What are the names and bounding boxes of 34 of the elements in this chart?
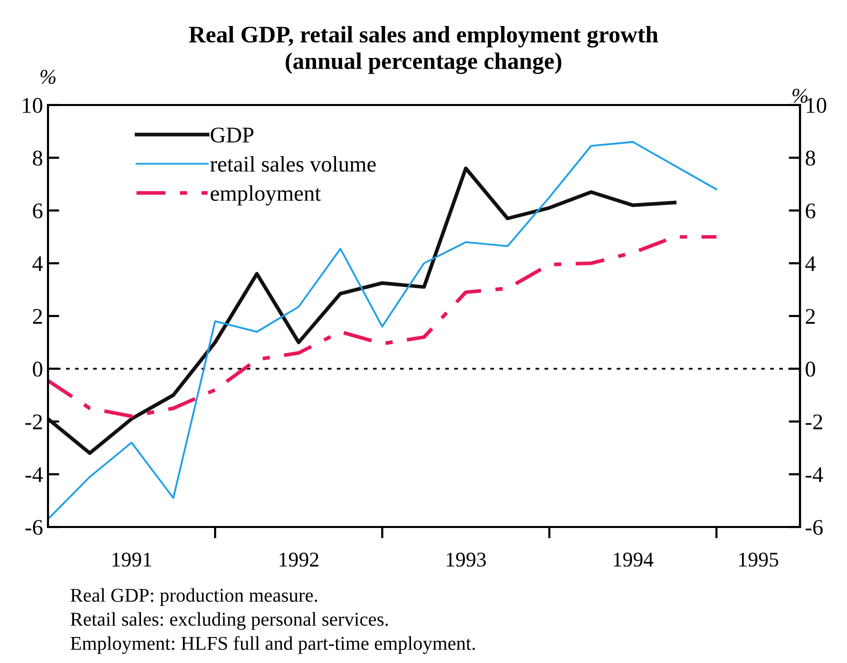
text: Real GDP: production measure. bbox=[70, 588, 318, 606]
y2-tick-label: 8 bbox=[806, 150, 816, 166]
y-tick-label: 4 bbox=[32, 256, 43, 271]
y-tick-label: 6 bbox=[32, 203, 42, 218]
y2-tick-label: 10 bbox=[806, 98, 826, 113]
text: Employment: HLFS full and part-time employment. bbox=[70, 636, 475, 654]
y-tick-label: 8 bbox=[32, 150, 42, 166]
y2-tick-label: 4 bbox=[805, 256, 816, 271]
legend-label: retail sales volume bbox=[210, 156, 376, 172]
x-tick-label: 1992 bbox=[280, 552, 318, 567]
y2-axis-title: % bbox=[792, 88, 808, 103]
chart-title: Real GDP, retail sales and employment growth (annual percentage change) bbox=[188, 26, 658, 74]
x-tick-label: 1993 bbox=[446, 552, 486, 567]
y-tick-label: 10 bbox=[22, 98, 42, 113]
line-series bbox=[48, 141, 718, 520]
y2-tick-label: -2 bbox=[806, 414, 822, 430]
y2-tick-label: 2 bbox=[806, 308, 815, 324]
line-series bbox=[48, 235, 718, 418]
x-tick-label: 1991 bbox=[112, 552, 152, 567]
y-tick-label: -4 bbox=[25, 467, 43, 482]
y2-tick-label: -4 bbox=[806, 467, 824, 482]
legend-label: employment bbox=[210, 185, 321, 206]
y2-tick-label: -6 bbox=[806, 520, 823, 535]
y-tick-label: -6 bbox=[25, 520, 42, 535]
y-tick-label: 0 bbox=[32, 362, 42, 377]
x-tick-label: 1995 bbox=[739, 552, 778, 567]
y2-tick-label: 0 bbox=[806, 362, 816, 377]
y-tick-label: 2 bbox=[33, 308, 42, 324]
text: Retail sales: excluding personal services. bbox=[70, 612, 388, 630]
y-tick-label: -2 bbox=[25, 414, 42, 430]
y-axis-title: % bbox=[40, 70, 56, 84]
y2-tick-label: 6 bbox=[806, 203, 816, 218]
x-tick-label: 1994 bbox=[614, 552, 654, 567]
legend-label: GDP bbox=[210, 128, 254, 143]
